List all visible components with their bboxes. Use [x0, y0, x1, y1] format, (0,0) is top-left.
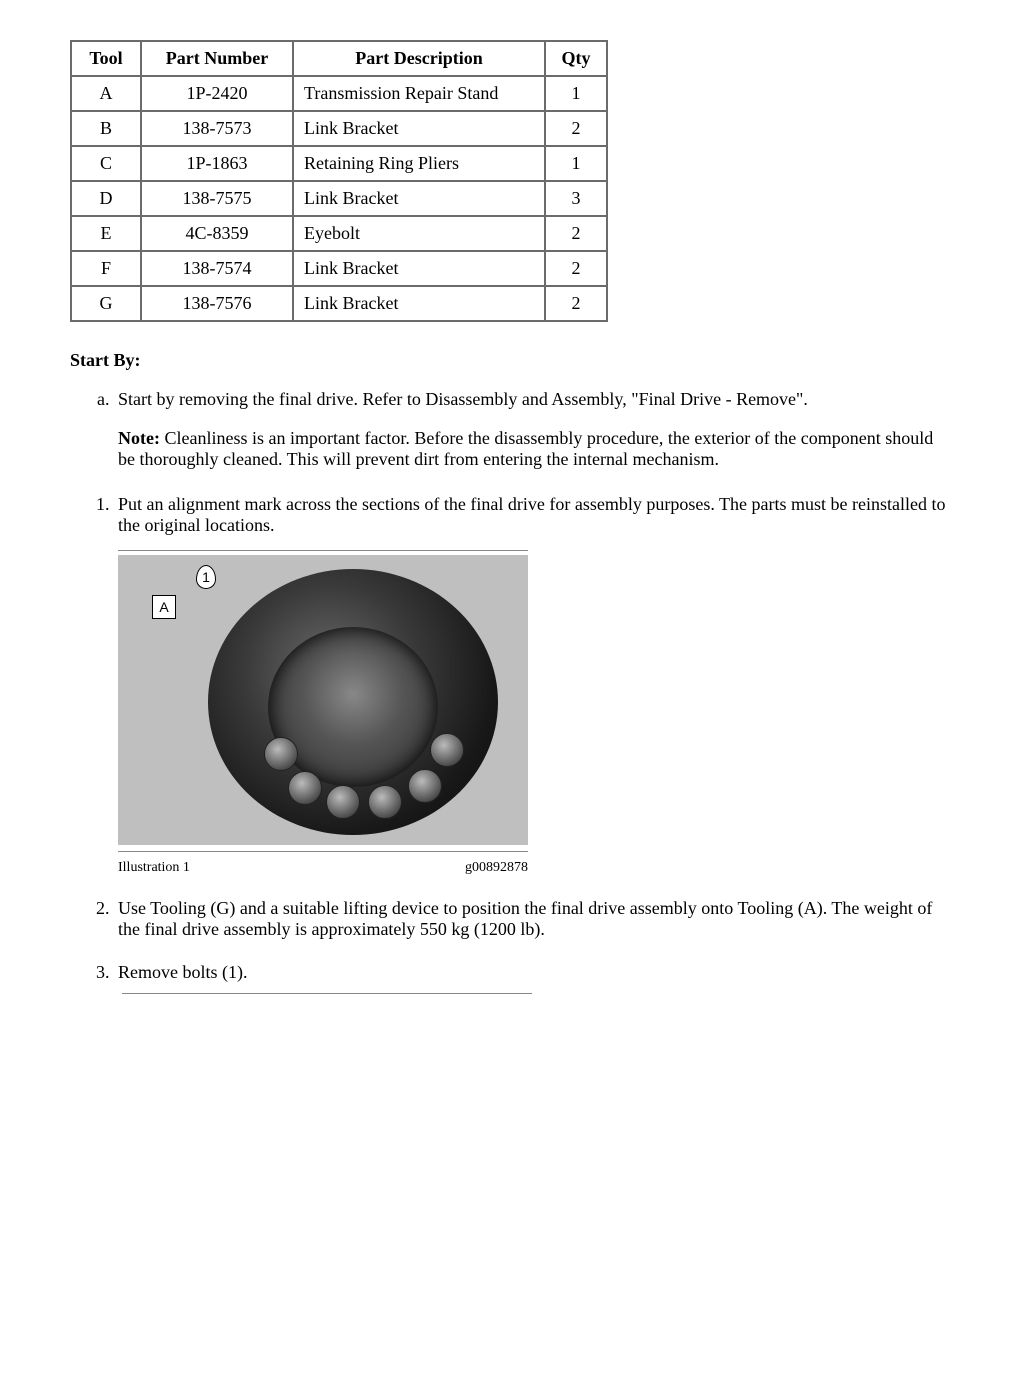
cell-partnum: 1P-1863: [141, 146, 293, 181]
start-by-heading: Start By:: [70, 350, 954, 371]
cell-tool: C: [71, 146, 141, 181]
step-2: Use Tooling (G) and a suitable lifting d…: [114, 898, 954, 940]
note-text: Cleanliness is an important factor. Befo…: [118, 428, 933, 469]
cell-tool: G: [71, 286, 141, 321]
bolt-icon: [368, 785, 402, 819]
table-row: C1P-1863Retaining Ring Pliers1: [71, 146, 607, 181]
cell-partnum: 138-7575: [141, 181, 293, 216]
table-row: D138-7575Link Bracket3: [71, 181, 607, 216]
step-3: Remove bolts (1).: [114, 962, 954, 994]
cell-desc: Link Bracket: [293, 251, 545, 286]
bolt-icon: [288, 771, 322, 805]
bolt-icon: [408, 769, 442, 803]
start-by-list: Start by removing the final drive. Refer…: [70, 389, 954, 470]
table-row: A1P-2420Transmission Repair Stand1: [71, 76, 607, 111]
callout-a: A: [152, 595, 176, 619]
illus-top-rule: [118, 550, 528, 551]
cell-qty: 2: [545, 111, 607, 146]
tools-table: Tool Part Number Part Description Qty A1…: [70, 40, 608, 322]
bolt-icon: [264, 737, 298, 771]
illustration-1-wrap: 1 A Illustration 1 g00892878: [118, 550, 528, 876]
cell-desc: Eyebolt: [293, 216, 545, 251]
cell-qty: 1: [545, 76, 607, 111]
cell-tool: E: [71, 216, 141, 251]
illus-label: Illustration 1: [118, 860, 190, 876]
note-block: Note: Cleanliness is an important factor…: [118, 428, 954, 470]
step-1: Put an alignment mark across the section…: [114, 494, 954, 876]
illustration-1-caption: Illustration 1 g00892878: [118, 860, 528, 876]
cell-partnum: 138-7573: [141, 111, 293, 146]
tools-tbody: A1P-2420Transmission Repair Stand1B138-7…: [71, 76, 607, 321]
cell-qty: 1: [545, 146, 607, 181]
th-qty: Qty: [545, 41, 607, 76]
step-1-text: Put an alignment mark across the section…: [118, 494, 945, 535]
cell-tool: D: [71, 181, 141, 216]
table-row: B138-7573Link Bracket2: [71, 111, 607, 146]
tools-header-row: Tool Part Number Part Description Qty: [71, 41, 607, 76]
cell-desc: Link Bracket: [293, 181, 545, 216]
cell-qty: 2: [545, 286, 607, 321]
table-row: E4C-8359Eyebolt2: [71, 216, 607, 251]
cell-partnum: 138-7576: [141, 286, 293, 321]
th-partnum: Part Number: [141, 41, 293, 76]
cell-partnum: 138-7574: [141, 251, 293, 286]
illus-bottom-rule: [118, 851, 528, 852]
cell-partnum: 4C-8359: [141, 216, 293, 251]
trailing-rule: [122, 993, 532, 994]
cell-desc: Retaining Ring Pliers: [293, 146, 545, 181]
illus-code: g00892878: [465, 860, 528, 876]
table-row: F138-7574Link Bracket2: [71, 251, 607, 286]
bolt-icon: [326, 785, 360, 819]
cell-desc: Link Bracket: [293, 286, 545, 321]
cell-desc: Transmission Repair Stand: [293, 76, 545, 111]
cell-partnum: 1P-2420: [141, 76, 293, 111]
trailing-rule-wrap: [122, 993, 532, 994]
start-by-item: Start by removing the final drive. Refer…: [114, 389, 954, 470]
th-desc: Part Description: [293, 41, 545, 76]
bolt-icon: [430, 733, 464, 767]
th-tool: Tool: [71, 41, 141, 76]
cell-tool: B: [71, 111, 141, 146]
steps-list: Put an alignment mark across the section…: [70, 494, 954, 994]
cell-qty: 3: [545, 181, 607, 216]
start-by-text: Start by removing the final drive. Refer…: [118, 389, 808, 409]
table-row: G138-7576Link Bracket2: [71, 286, 607, 321]
cell-tool: F: [71, 251, 141, 286]
cell-qty: 2: [545, 216, 607, 251]
cell-qty: 2: [545, 251, 607, 286]
note-label: Note:: [118, 428, 160, 448]
cell-tool: A: [71, 76, 141, 111]
step-2-text: Use Tooling (G) and a suitable lifting d…: [118, 898, 932, 939]
cell-desc: Link Bracket: [293, 111, 545, 146]
callout-1: 1: [196, 565, 216, 589]
illustration-1-image: 1 A: [118, 555, 528, 845]
step-3-text: Remove bolts (1).: [118, 962, 247, 982]
